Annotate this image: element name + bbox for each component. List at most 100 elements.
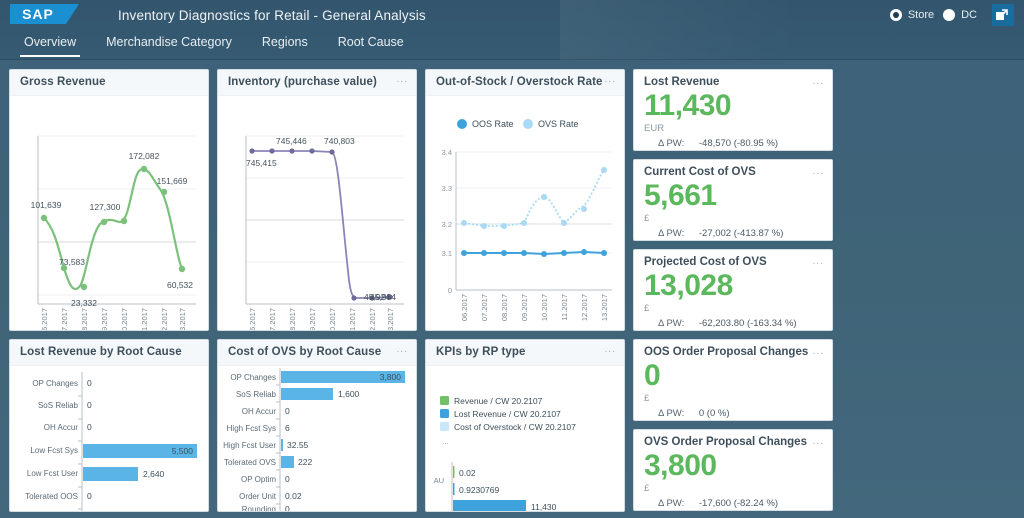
kpi-ovs-opc-delta-label: Δ PW: — [658, 498, 685, 509]
kpi-projected-cost-ovs-value: 13,028 — [644, 269, 733, 302]
card-inventory-body: 745,415 745,446 740,803 45,924 45,984 06… — [218, 96, 416, 331]
kpi-lost-revenue-delta-value: -48,570 (-80.95 %) — [698, 138, 779, 149]
legend-more-icon[interactable]: ... — [442, 437, 449, 446]
covsrc-cat-6: OP Optim — [241, 475, 276, 484]
covsrc-val-8: 0 — [285, 504, 290, 512]
lrrc-cat-4: Low Fcst User — [27, 469, 78, 478]
covsrc-val-2: 0 — [285, 406, 290, 416]
bottom-charts: Lost Revenue by Root Cause OP Changes 0 … — [9, 339, 625, 512]
kpi-column-top: Lost Revenue ... 11,430 EUR Δ PW: -48,57… — [633, 69, 833, 331]
legend-label-cost-overstock: Cost of Overstock / CW 20.2107 — [454, 422, 576, 432]
kpi-projected-cost-ovs-delta-label: Δ PW: — [658, 318, 685, 329]
kpi-projected-cost-ovs-delta-value: -62,203.80 (-163.34 %) — [698, 318, 797, 329]
gr-label-3: 127,300 — [90, 202, 121, 212]
legend-label-oos: OOS Rate — [472, 119, 514, 129]
cost-ovs-root-cause-chart[interactable]: OP Changes 3,800 SoS Reliab 1,600 OH Acc… — [218, 366, 416, 512]
bottom-row: Lost Revenue by Root Cause OP Changes 0 … — [9, 339, 1015, 512]
legend-label-revenue: Revenue / CW 20.2107 — [454, 396, 543, 406]
card-lrrc-title: Lost Revenue by Root Cause — [20, 346, 182, 358]
covsrc-val-0: 3,800 — [380, 372, 402, 382]
oos-x-0: 06.2017 — [460, 294, 469, 321]
exit-icon[interactable] — [992, 4, 1014, 26]
card-inventory-title: Inventory (purchase value) — [228, 76, 377, 88]
oos-ovs-chart[interactable]: OOS Rate OVS Rate 3.4 3.3 — [426, 96, 624, 331]
kpi-oos-opc-title: OOS Order Proposal Changes — [644, 346, 809, 358]
kpis-rp-type-chart[interactable]: Revenue / CW 20.2107 Lost Revenue / CW 2… — [426, 366, 624, 512]
lrrc-val-2: 0 — [87, 422, 92, 432]
card-kpis-rp-menu-icon[interactable]: ... — [604, 344, 616, 355]
kpi-lost-revenue-menu-icon[interactable]: ... — [812, 76, 824, 87]
kpi-lost-revenue-unit: EUR — [644, 123, 665, 134]
tab-merchandise-category[interactable]: Merchandise Category — [106, 35, 232, 49]
inv-x-6: 12.2017 — [368, 308, 377, 331]
kpi-oos-opc-delta: Δ PW: 0 (0 %) — [644, 408, 822, 419]
header-sheen — [560, 0, 800, 60]
lost-revenue-root-cause-chart[interactable]: OP Changes 0 SoS Reliab 0 OH Accur 0 Low… — [10, 366, 208, 512]
kpi-ovs-opc-unit: £ — [644, 483, 650, 494]
kpi-ovs-opc-title: OVS Order Proposal Changes — [644, 436, 807, 448]
kpi-current-cost-ovs-unit: £ — [644, 213, 650, 224]
lrrc-cat-5: Tolerated OOS — [25, 492, 78, 501]
radio-dc[interactable]: DC — [943, 9, 977, 21]
card-covsrc-menu-icon[interactable]: ... — [396, 344, 408, 355]
kpi-oos-opc-menu-icon[interactable]: ... — [812, 346, 824, 357]
radio-dc-indicator[interactable] — [943, 9, 956, 21]
radio-store[interactable]: Store — [889, 9, 934, 21]
kpi-oos-order-proposal-changes[interactable]: OOS Order Proposal Changes ... 0 £ Δ PW:… — [633, 339, 833, 421]
kpi-oos-opc-unit: £ — [644, 393, 650, 404]
card-oos-ovs: Out-of-Stock / Overstock Rate ... OOS Ra… — [425, 69, 625, 331]
lrrc-val-4: 2,640 — [143, 469, 165, 479]
inv-label-0: 745,415 — [246, 158, 277, 168]
kpi-lost-revenue[interactable]: Lost Revenue ... 11,430 EUR Δ PW: -48,57… — [633, 69, 833, 151]
header-controls: Store DC — [889, 4, 1014, 26]
gr-label-2: 23,332 — [71, 298, 97, 308]
kpi-ovs-opc-delta: Δ PW: -17,600 (-82.24 %) — [644, 498, 822, 509]
covsrc-cat-8: Rounding — [242, 505, 276, 512]
gross-revenue-chart[interactable]: 101,639 73,583 23,332 127,300 172,082 15… — [10, 96, 208, 331]
kpi-current-cost-ovs-menu-icon[interactable]: ... — [812, 166, 824, 177]
tab-regions[interactable]: Regions — [261, 35, 308, 49]
kpi-current-cost-ovs[interactable]: Current Cost of OVS ... 5,661 £ Δ PW: -2… — [633, 159, 833, 241]
gr-x-3: 09.2017 — [100, 308, 109, 331]
oos-ytick-4: 0 — [448, 286, 452, 295]
kpi-projected-cost-ovs-unit: £ — [644, 303, 650, 314]
lrrc-cat-2: OH Accur — [44, 423, 79, 432]
card-kpis-rp-title: KPIs by RP type — [436, 346, 526, 358]
card-inventory: Inventory (purchase value) ... — [217, 69, 417, 331]
lrrc-val-5: 0 — [87, 491, 92, 501]
card-inventory-menu-icon[interactable]: ... — [396, 74, 408, 85]
lrrc-cat-3: Low Fcst Sys — [30, 446, 78, 455]
oos-x-3: 09.2017 — [520, 294, 529, 321]
lrrc-val-3: 5,500 — [172, 446, 194, 456]
inv-x-3: 09.2017 — [308, 308, 317, 331]
top-row: Gross Revenue — [9, 69, 1015, 331]
kpi-ovs-opc-menu-icon[interactable]: ... — [812, 436, 824, 447]
oos-ytick-1: 3.3 — [442, 184, 452, 193]
legend-swatch-ovs — [523, 119, 533, 129]
radio-store-indicator[interactable] — [889, 9, 902, 21]
card-oos-ovs-menu-icon[interactable]: ... — [604, 74, 616, 85]
kpi-current-cost-ovs-value: 5,661 — [644, 179, 717, 212]
tab-root-cause[interactable]: Root Cause — [337, 35, 404, 49]
tab-overview[interactable]: Overview — [20, 33, 81, 57]
gr-x-6: 12.2017 — [160, 308, 169, 331]
covsrc-cat-1: SoS Reliab — [236, 390, 277, 399]
kpi-column-bottom: OOS Order Proposal Changes ... 0 £ Δ PW:… — [633, 339, 833, 512]
inventory-chart[interactable]: 745,415 745,446 740,803 45,924 45,984 06… — [218, 96, 416, 331]
card-oos-ovs-body: OOS Rate OVS Rate 3.4 3.3 — [426, 96, 624, 331]
gr-label-7: 60,532 — [167, 280, 193, 290]
kpi-projected-cost-ovs[interactable]: Projected Cost of OVS ... 13,028 £ Δ PW:… — [633, 249, 833, 331]
kpi-ovs-order-proposal-changes[interactable]: OVS Order Proposal Changes ... 3,800 £ Δ… — [633, 429, 833, 511]
oos-x-2: 08.2017 — [500, 294, 509, 321]
gr-label-5: 172,082 — [129, 151, 160, 161]
gr-x-1: 07.2017 — [60, 308, 69, 331]
kpi-ovs-opc-delta-value: -17,600 (-82.24 %) — [698, 498, 779, 509]
kpi-current-cost-ovs-delta-label: Δ PW: — [658, 228, 685, 239]
kpi-current-cost-ovs-delta-value: -27,002 (-413.87 %) — [698, 228, 784, 239]
kpi-projected-cost-ovs-menu-icon[interactable]: ... — [812, 256, 824, 267]
oos-ytick-0: 3.4 — [442, 148, 452, 157]
dashboard-grid: Gross Revenue — [0, 60, 1024, 518]
card-inventory-header: Inventory (purchase value) ... — [218, 70, 416, 96]
kpi-ovs-opc-value: 3,800 — [644, 449, 717, 482]
gr-label-1: 73,583 — [59, 257, 85, 267]
